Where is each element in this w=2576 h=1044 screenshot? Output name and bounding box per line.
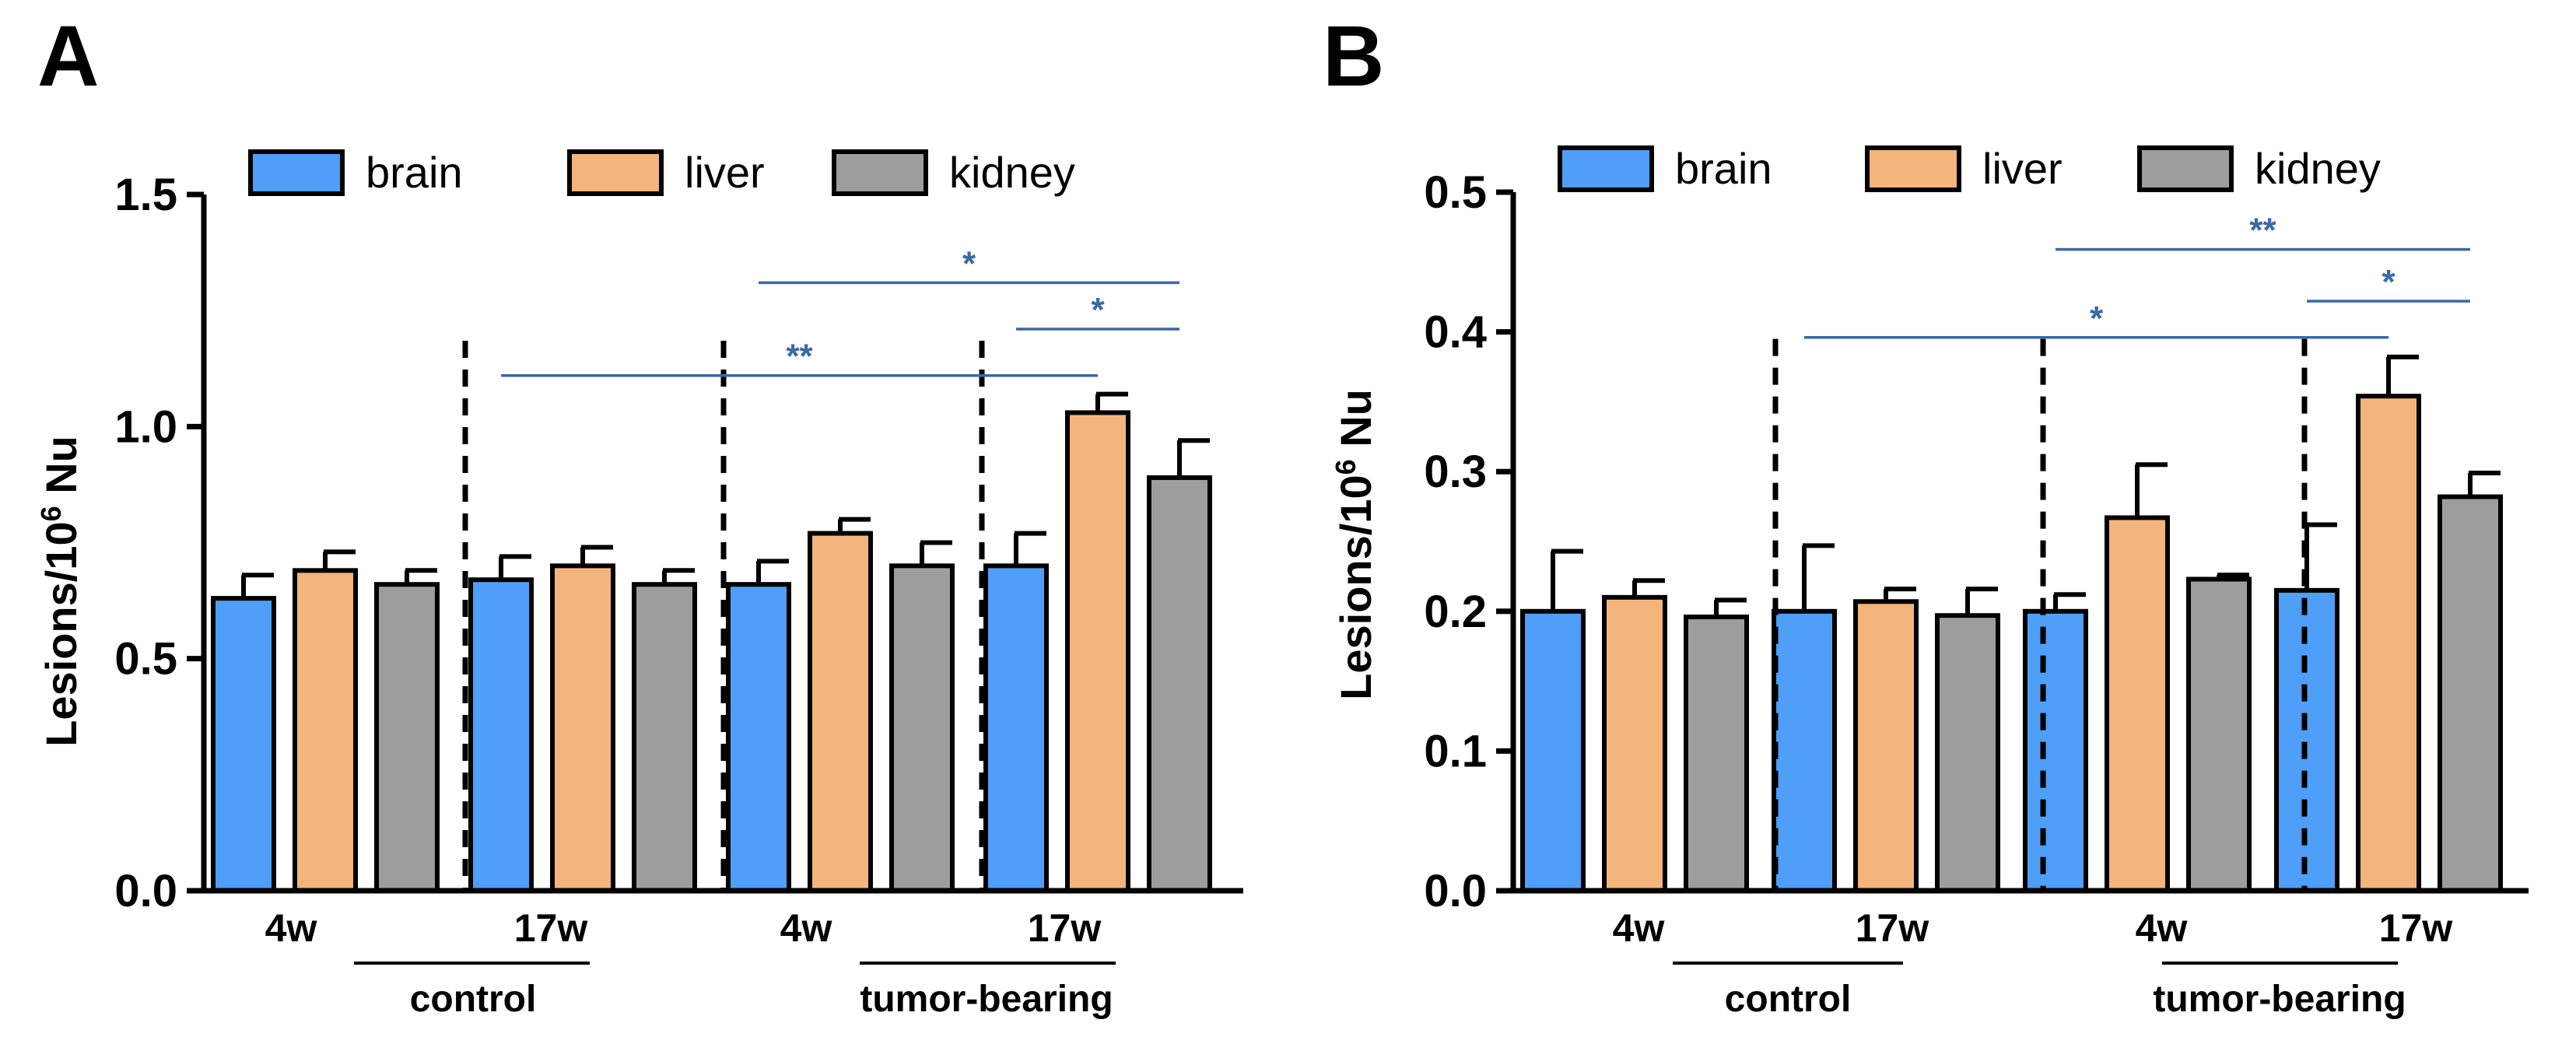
y-axis-label-a: Lesions/106 Nu bbox=[35, 436, 86, 747]
bar-kidney-2 bbox=[889, 563, 955, 893]
significance-label-0: * bbox=[962, 244, 976, 282]
error-bar-brain-3 bbox=[1014, 531, 1046, 566]
y-tick-label-2: 1.0 bbox=[114, 401, 177, 452]
group-label-0: control bbox=[1725, 979, 1852, 1020]
bar-brain-3 bbox=[983, 563, 1049, 893]
error-bar-liver-1 bbox=[580, 545, 613, 566]
legend-swatch-liver bbox=[1865, 145, 1961, 192]
bar-liver-3 bbox=[1065, 410, 1130, 893]
error-bar-kidney-2 bbox=[2217, 573, 2249, 580]
error-bar-brain-0 bbox=[241, 573, 274, 599]
panel-a: A brain liver kidney Lesions/106 Nu 0.0 0.5… bbox=[35, 9, 1243, 1020]
legend-swatch-brain bbox=[248, 149, 345, 196]
category-label-3: 17w bbox=[2379, 906, 2453, 950]
y-tick-label-3: 0.3 bbox=[1424, 447, 1487, 497]
group-label-0: control bbox=[410, 979, 537, 1020]
y-tick-label-1: 0.5 bbox=[114, 634, 177, 685]
bar-brain-0 bbox=[211, 596, 276, 893]
significance-label-0: ** bbox=[2249, 212, 2276, 250]
bar-liver-2 bbox=[808, 531, 873, 893]
error-bar-kidney-2 bbox=[920, 540, 952, 566]
error-bar-brain-0 bbox=[1551, 548, 1583, 611]
group-label-1: tumor-bearing bbox=[860, 979, 1113, 1020]
bar-kidney-3 bbox=[2438, 494, 2503, 893]
bar-kidney-3 bbox=[1147, 475, 1212, 893]
bar-brain-2 bbox=[2023, 608, 2088, 893]
bar-liver-0 bbox=[293, 568, 358, 893]
error-bar-liver-2 bbox=[2135, 462, 2168, 518]
error-bar-kidney-0 bbox=[1714, 597, 1747, 617]
error-bar-brain-3 bbox=[2304, 522, 2337, 590]
legend-swatch-brain bbox=[1558, 145, 1654, 192]
bar-liver-0 bbox=[1602, 594, 1667, 894]
bar-liver-2 bbox=[2105, 515, 2170, 894]
bar-kidney-0 bbox=[374, 582, 440, 893]
y-tick-label-4: 0.4 bbox=[1424, 307, 1487, 358]
error-bar-brain-2 bbox=[756, 559, 789, 585]
category-label-2: 4w bbox=[780, 906, 832, 950]
category-label-0: 4w bbox=[1613, 906, 1665, 950]
y-tick-label-2: 0.2 bbox=[1424, 587, 1487, 637]
category-label-3: 17w bbox=[1028, 906, 1102, 950]
category-label-1: 17w bbox=[514, 906, 588, 950]
y-tick-label-0: 0.0 bbox=[114, 866, 177, 916]
legend-label-kidney: kidney bbox=[2255, 144, 2381, 193]
bar-kidney-1 bbox=[632, 582, 697, 893]
legend-label-kidney: kidney bbox=[949, 148, 1075, 197]
legend-swatch-kidney bbox=[832, 149, 928, 196]
error-bar-brain-2 bbox=[2053, 592, 2086, 611]
y-axis-label-b: Lesions/106 Nu bbox=[1330, 389, 1381, 700]
panel-letter-b: B bbox=[1323, 9, 1384, 104]
significance-label-1: * bbox=[1091, 291, 1105, 329]
error-bar-liver-1 bbox=[1884, 587, 1916, 602]
legend-b: brain liver kidney bbox=[1558, 144, 2381, 193]
bar-brain-2 bbox=[726, 582, 791, 893]
group-label-1: tumor-bearing bbox=[2153, 979, 2406, 1020]
error-bar-liver-0 bbox=[1632, 578, 1665, 597]
bar-brain-1 bbox=[468, 577, 534, 893]
bar-liver-1 bbox=[550, 563, 615, 893]
legend-swatch-kidney bbox=[2137, 145, 2234, 192]
error-bar-liver-3 bbox=[1095, 391, 1128, 413]
legend-label-brain: brain bbox=[1675, 144, 1772, 193]
error-bar-kidney-0 bbox=[405, 568, 437, 585]
y-tick-label-5: 0.5 bbox=[1424, 167, 1487, 218]
y-tick-label-3: 1.5 bbox=[114, 170, 177, 220]
bar-brain-1 bbox=[1772, 608, 1837, 893]
legend-label-liver: liver bbox=[1982, 144, 2063, 193]
error-bar-brain-1 bbox=[1802, 543, 1835, 611]
significance-label-2: * bbox=[2090, 300, 2104, 338]
category-label-1: 17w bbox=[1856, 906, 1929, 950]
error-bar-brain-1 bbox=[499, 554, 531, 580]
significance-label-1: * bbox=[2381, 263, 2396, 301]
panel-b: B brain liver kidney Lesions/106 Nu 0.0 0.1… bbox=[1323, 9, 2529, 1020]
error-bar-kidney-1 bbox=[662, 568, 695, 585]
panel-letter-a: A bbox=[37, 9, 99, 104]
bar-liver-1 bbox=[1853, 599, 1919, 894]
error-bar-liver-3 bbox=[2386, 354, 2419, 397]
error-bar-kidney-3 bbox=[1177, 438, 1210, 478]
legend-label-brain: brain bbox=[366, 148, 463, 197]
plot-area-a: 0.0 0.5 1.0 1.5 4w 17w 4w 17w control tumor-beari… bbox=[114, 170, 1243, 1020]
bar-brain-0 bbox=[1520, 608, 1586, 893]
legend-label-liver: liver bbox=[685, 148, 765, 197]
error-bar-liver-0 bbox=[323, 549, 356, 571]
error-bar-liver-2 bbox=[838, 517, 871, 534]
category-label-2: 4w bbox=[2136, 906, 2188, 950]
y-tick-label-0: 0.0 bbox=[1424, 866, 1487, 916]
y-tick-label-1: 0.1 bbox=[1424, 726, 1487, 776]
legend-a: brain liver kidney bbox=[248, 148, 1075, 197]
bar-kidney-2 bbox=[2186, 576, 2252, 893]
bar-kidney-0 bbox=[1684, 614, 1749, 893]
category-label-0: 4w bbox=[265, 906, 317, 950]
bar-liver-3 bbox=[2356, 394, 2421, 893]
significance-label-2: ** bbox=[786, 338, 813, 376]
error-bar-kidney-3 bbox=[2468, 470, 2501, 497]
bar-kidney-1 bbox=[1935, 613, 2000, 893]
error-bar-kidney-1 bbox=[1965, 587, 1998, 616]
legend-swatch-liver bbox=[567, 149, 664, 196]
